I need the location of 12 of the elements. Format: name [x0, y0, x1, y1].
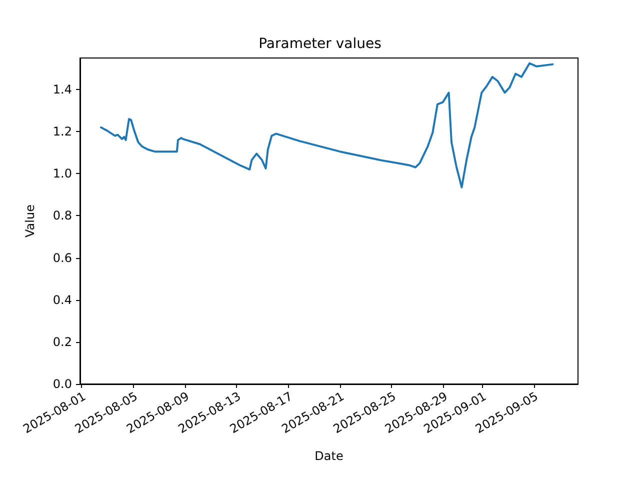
y-tick-label: 0.8 [52, 208, 72, 223]
y-tick-label: 0.0 [52, 377, 72, 391]
y-tick-label: 0.2 [52, 334, 72, 349]
y-tick-label: 1.0 [52, 166, 72, 181]
y-tick-label: 0.6 [52, 250, 72, 265]
y-tick-label: 1.4 [52, 82, 72, 97]
x-axis-title: Date [314, 449, 344, 463]
y-axis-title: Value [23, 204, 37, 238]
y-tick-label: 0.4 [52, 292, 72, 307]
chart-title: Parameter values [258, 36, 382, 52]
line-series [100, 62, 554, 188]
y-tick-label: 1.2 [52, 124, 72, 139]
